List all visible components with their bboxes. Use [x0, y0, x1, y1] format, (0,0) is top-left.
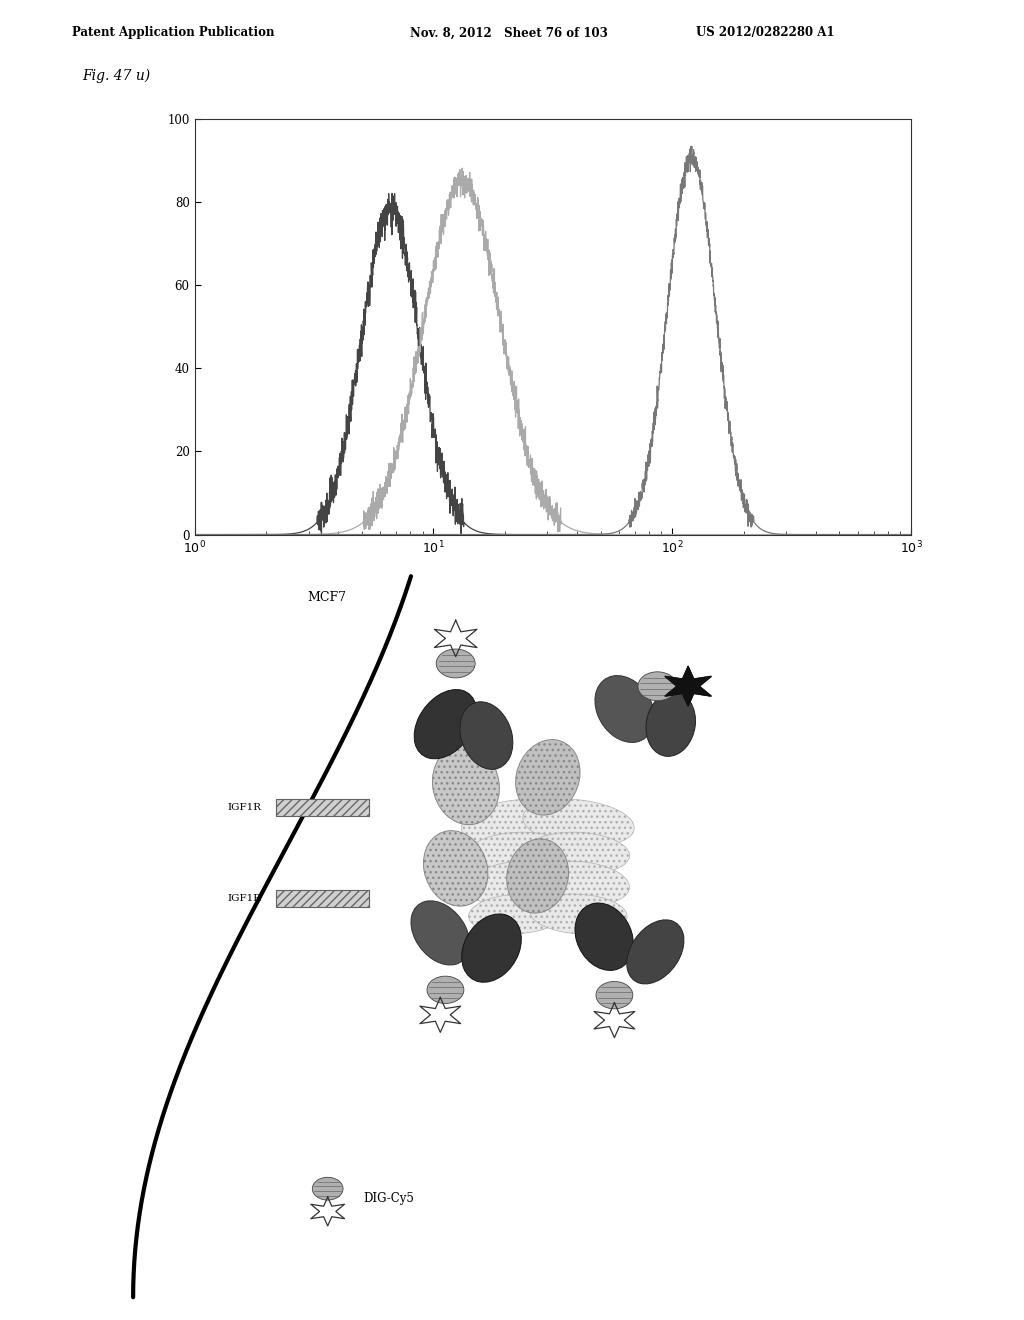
Ellipse shape — [469, 894, 565, 933]
Circle shape — [427, 977, 464, 1003]
Ellipse shape — [424, 830, 487, 906]
Ellipse shape — [516, 739, 580, 814]
Text: US 2012/0282280 A1: US 2012/0282280 A1 — [696, 26, 835, 40]
Bar — [276, 891, 369, 907]
Text: Nov. 8, 2012   Sheet 76 of 103: Nov. 8, 2012 Sheet 76 of 103 — [410, 26, 607, 40]
Ellipse shape — [646, 692, 695, 756]
Ellipse shape — [462, 913, 521, 982]
Bar — [276, 800, 369, 816]
Ellipse shape — [530, 894, 627, 933]
Circle shape — [312, 1177, 343, 1200]
Ellipse shape — [460, 702, 513, 770]
Bar — [276, 800, 369, 816]
Text: Patent Application Publication: Patent Application Publication — [72, 26, 274, 40]
Ellipse shape — [595, 676, 654, 742]
Text: IGF1R: IGF1R — [227, 894, 261, 903]
Ellipse shape — [411, 900, 470, 965]
Ellipse shape — [507, 840, 568, 913]
Circle shape — [436, 649, 475, 678]
Polygon shape — [665, 667, 712, 706]
Ellipse shape — [523, 800, 634, 846]
Ellipse shape — [527, 832, 630, 874]
Ellipse shape — [527, 861, 630, 906]
Ellipse shape — [575, 903, 633, 970]
Circle shape — [596, 982, 633, 1008]
Circle shape — [638, 672, 677, 701]
Bar — [276, 891, 369, 907]
Ellipse shape — [414, 689, 477, 759]
Ellipse shape — [627, 920, 684, 983]
Ellipse shape — [466, 832, 568, 874]
Ellipse shape — [462, 800, 572, 846]
Text: Fig. 47 u): Fig. 47 u) — [82, 69, 151, 83]
Text: MCF7: MCF7 — [307, 591, 346, 605]
Text: DIG-Cy5: DIG-Cy5 — [364, 1192, 415, 1205]
Ellipse shape — [432, 746, 500, 825]
Ellipse shape — [466, 861, 568, 906]
Text: IGF1R: IGF1R — [227, 803, 261, 812]
